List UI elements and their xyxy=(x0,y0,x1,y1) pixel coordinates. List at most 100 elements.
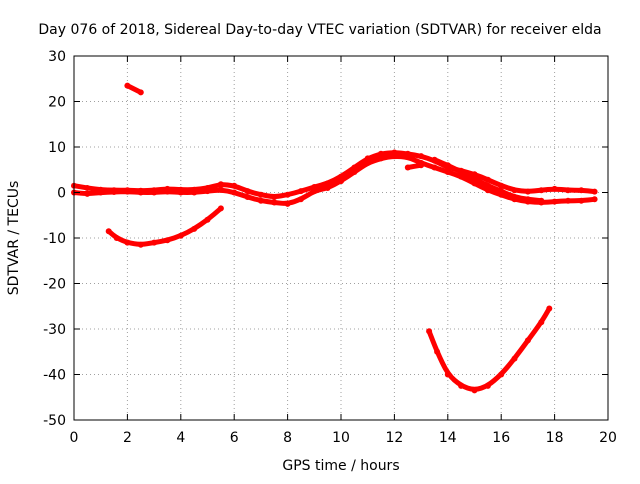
data-point xyxy=(177,232,184,239)
data-point xyxy=(84,185,91,191)
data-point xyxy=(404,164,411,171)
data-point xyxy=(498,371,505,378)
data-point xyxy=(364,159,371,166)
y-tick-label: -10 xyxy=(43,231,66,247)
x-tick-label: 0 xyxy=(70,430,79,446)
y-axis-label: SDTVAR / TECUs xyxy=(6,181,22,296)
series-segment-top xyxy=(124,82,144,96)
data-point xyxy=(137,189,144,196)
y-tick-label: -20 xyxy=(43,277,66,293)
data-point xyxy=(511,194,518,200)
data-point xyxy=(137,241,144,248)
x-axis-label: GPS time / hours xyxy=(282,458,399,474)
x-tick-label: 16 xyxy=(492,430,510,446)
data-point xyxy=(297,196,304,203)
series-main-band-lower xyxy=(71,153,598,207)
data-point xyxy=(471,387,478,394)
data-point xyxy=(231,189,238,196)
data-point xyxy=(204,188,211,195)
data-point xyxy=(426,328,433,335)
data-point xyxy=(284,191,291,198)
x-tick-label: 12 xyxy=(385,430,403,446)
data-point xyxy=(538,319,545,326)
data-point xyxy=(418,162,425,169)
data-point xyxy=(458,382,465,389)
y-tick-label: 30 xyxy=(48,49,66,65)
data-point xyxy=(444,371,451,378)
data-point xyxy=(524,188,531,195)
data-point xyxy=(271,199,278,206)
y-tick-label: -40 xyxy=(43,368,66,384)
data-point xyxy=(124,82,131,89)
data-point xyxy=(311,188,318,195)
data-point xyxy=(257,191,264,198)
data-point xyxy=(431,164,438,171)
x-tick-label: 6 xyxy=(230,430,239,446)
data-point xyxy=(484,182,491,189)
x-tick-label: 2 xyxy=(123,430,132,446)
data-point xyxy=(511,355,518,362)
data-point xyxy=(338,178,344,185)
data-point xyxy=(113,235,120,241)
data-point xyxy=(177,189,184,196)
data-point xyxy=(434,348,441,355)
data-point xyxy=(484,176,491,183)
data-point xyxy=(244,188,251,195)
data-point xyxy=(164,188,171,195)
data-point xyxy=(418,153,425,160)
data-point xyxy=(391,153,398,160)
y-tick-label: 0 xyxy=(57,186,66,202)
data-point xyxy=(244,194,251,200)
data-point xyxy=(191,225,198,232)
data-point xyxy=(524,337,531,344)
y-tick-label: 10 xyxy=(48,140,66,156)
series-middle-strand xyxy=(431,156,545,204)
data-point xyxy=(151,239,158,246)
data-point xyxy=(364,155,371,162)
data-point xyxy=(257,197,264,204)
data-point xyxy=(191,189,198,196)
y-tick-label: 20 xyxy=(48,95,66,111)
data-point xyxy=(105,228,112,235)
data-point xyxy=(217,186,224,193)
data-point xyxy=(404,154,411,160)
data-point xyxy=(124,239,131,246)
x-tick-label: 14 xyxy=(439,430,457,446)
series-arc-late xyxy=(426,305,553,394)
data-point xyxy=(204,216,211,223)
data-point xyxy=(151,189,158,196)
data-point xyxy=(511,187,518,194)
data-point xyxy=(538,197,545,204)
data-point xyxy=(217,205,224,212)
x-tick-label: 20 xyxy=(599,430,617,446)
data-point xyxy=(565,197,571,204)
data-point xyxy=(591,188,598,195)
chart-title: Day 076 of 2018, Sidereal Day-to-day VTE… xyxy=(38,22,601,38)
data-point xyxy=(538,187,545,194)
data-point xyxy=(591,196,598,203)
data-point xyxy=(498,188,505,195)
data-point xyxy=(551,198,558,205)
data-point xyxy=(578,187,585,194)
data-point xyxy=(484,382,491,389)
series-small-segment xyxy=(404,162,425,171)
data-point xyxy=(444,169,451,175)
x-tick-label: 8 xyxy=(283,430,292,446)
data-point xyxy=(351,169,358,175)
data-point xyxy=(97,189,104,196)
data-point xyxy=(217,181,224,188)
data-point xyxy=(471,175,478,182)
data-point xyxy=(565,187,571,194)
data-point xyxy=(551,185,558,192)
y-tick-label: -30 xyxy=(43,322,66,338)
data-point xyxy=(444,162,451,169)
data-point xyxy=(111,189,117,195)
data-point xyxy=(458,169,465,175)
x-tick-label: 4 xyxy=(176,430,185,446)
data-point xyxy=(164,237,171,244)
data-series-group xyxy=(71,82,598,394)
data-point xyxy=(84,190,91,197)
